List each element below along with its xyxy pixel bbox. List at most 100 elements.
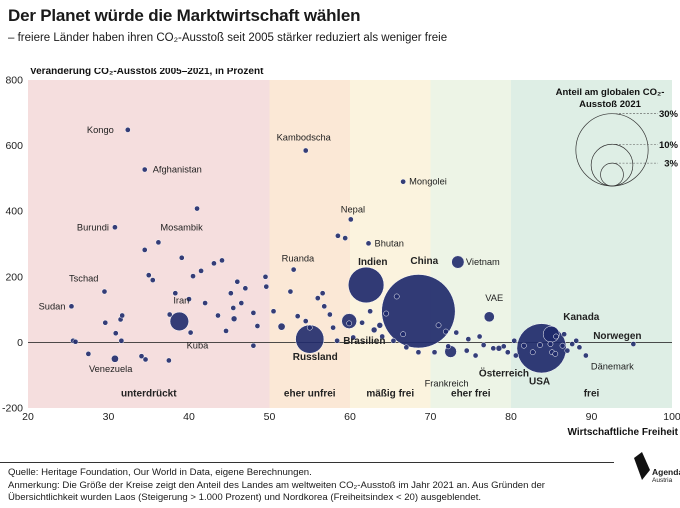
data-point <box>194 205 200 212</box>
point-label: VAE <box>485 293 503 303</box>
zone-label: eher frei <box>451 389 491 400</box>
x-tick-label: 90 <box>586 411 598 423</box>
source-note: Quelle: Heritage Foundation, Our World i… <box>8 467 608 505</box>
data-point <box>379 333 386 340</box>
data-point <box>347 216 354 223</box>
point-label: Russland <box>293 352 338 363</box>
data-point <box>287 288 294 295</box>
data-point <box>68 303 75 310</box>
legend-title-line1: Anteil am globalen CO₂- <box>556 87 665 98</box>
data-point <box>500 343 507 350</box>
data-point <box>228 290 234 297</box>
data-point <box>383 310 390 317</box>
point-label: Sudan <box>39 301 66 311</box>
point-label: Vietnam <box>466 257 500 267</box>
point-label: Kongo <box>87 125 114 135</box>
data-point <box>238 300 245 306</box>
point-label: Ruanda <box>282 254 315 264</box>
data-point <box>166 311 173 318</box>
data-point <box>223 328 229 334</box>
point-label: Norwegen <box>593 331 641 342</box>
data-point <box>400 178 406 185</box>
x-axis-title: Wirtschaftliche Freiheit <box>568 427 679 438</box>
x-tick-label: 60 <box>344 411 356 423</box>
data-point <box>302 147 309 154</box>
data-point <box>294 313 301 320</box>
agenda-austria-logo: Agenda Austria <box>632 450 680 490</box>
data-point <box>553 333 559 340</box>
data-point <box>504 349 511 356</box>
size-legend: Anteil am globalen CO₂-Ausstoß 2021 30% 10… <box>556 87 679 187</box>
y-tick-label: 0 <box>17 337 23 349</box>
data-point <box>198 268 204 274</box>
data-point <box>124 127 131 133</box>
data-point <box>270 308 277 315</box>
data-point <box>190 273 196 279</box>
data-point <box>376 322 383 329</box>
data-point <box>630 341 637 347</box>
data-point <box>370 326 378 334</box>
data-point <box>442 328 449 335</box>
data-point <box>141 247 148 253</box>
data-point <box>219 257 225 264</box>
data-point <box>393 293 400 300</box>
y-tick-label: 200 <box>5 271 23 283</box>
point-label: Afghanistan <box>153 165 202 175</box>
data-point <box>155 239 162 246</box>
zone-label: eher unfrei <box>284 389 336 400</box>
data-point <box>101 288 108 295</box>
data-point <box>350 334 357 341</box>
point-label: Kambodscha <box>277 133 332 143</box>
data-point <box>334 337 340 344</box>
data-point <box>327 311 333 318</box>
data-point <box>529 349 536 356</box>
data-point <box>111 354 119 363</box>
y-tick-label: 800 <box>5 75 23 87</box>
data-point <box>480 342 487 348</box>
data-point <box>85 351 92 357</box>
data-point <box>166 357 172 364</box>
data-point <box>149 277 156 283</box>
point-label: Dänemark <box>591 362 634 372</box>
point-label: Tschad <box>69 274 98 284</box>
point-label: Nepal <box>341 204 365 214</box>
logo-line2: Austria <box>652 477 673 484</box>
point-label: Mongolei <box>409 177 447 187</box>
zone-label: frei <box>584 389 600 400</box>
data-point <box>431 349 438 356</box>
data-point <box>302 318 309 324</box>
data-point <box>169 311 189 331</box>
zone-label: mäßig frei <box>366 389 414 400</box>
data-point <box>435 322 442 329</box>
data-point <box>138 353 145 360</box>
data-point <box>403 344 410 351</box>
data-point <box>472 352 479 359</box>
x-tick-label: 100 <box>663 411 680 423</box>
data-point <box>381 274 456 349</box>
x-tick-label: 20 <box>22 411 34 423</box>
data-point <box>348 266 385 304</box>
data-point <box>263 283 270 290</box>
data-point <box>463 347 470 354</box>
data-point <box>242 285 249 292</box>
point-label: Frankreich <box>425 379 469 389</box>
data-point <box>172 290 179 297</box>
y-tick-label: 600 <box>5 140 23 152</box>
point-label: Indien <box>358 257 387 268</box>
point-label: Kuba <box>187 341 210 351</box>
data-point <box>547 341 554 347</box>
source-text: Quelle: Heritage Foundation, Our World i… <box>8 467 312 478</box>
data-point <box>142 356 149 363</box>
data-point <box>290 266 297 273</box>
data-point <box>262 273 269 280</box>
data-point <box>306 324 313 331</box>
data-point <box>521 342 527 349</box>
x-tick-label: 40 <box>183 411 195 423</box>
data-point <box>390 337 397 344</box>
data-point <box>319 290 326 297</box>
data-point <box>400 331 406 338</box>
data-point <box>330 324 336 331</box>
y-axis-title: Veränderung CO₂-Ausstoß 2005–2021, in Pr… <box>30 68 264 77</box>
data-point <box>234 278 241 285</box>
x-tick-label: 80 <box>505 411 517 423</box>
